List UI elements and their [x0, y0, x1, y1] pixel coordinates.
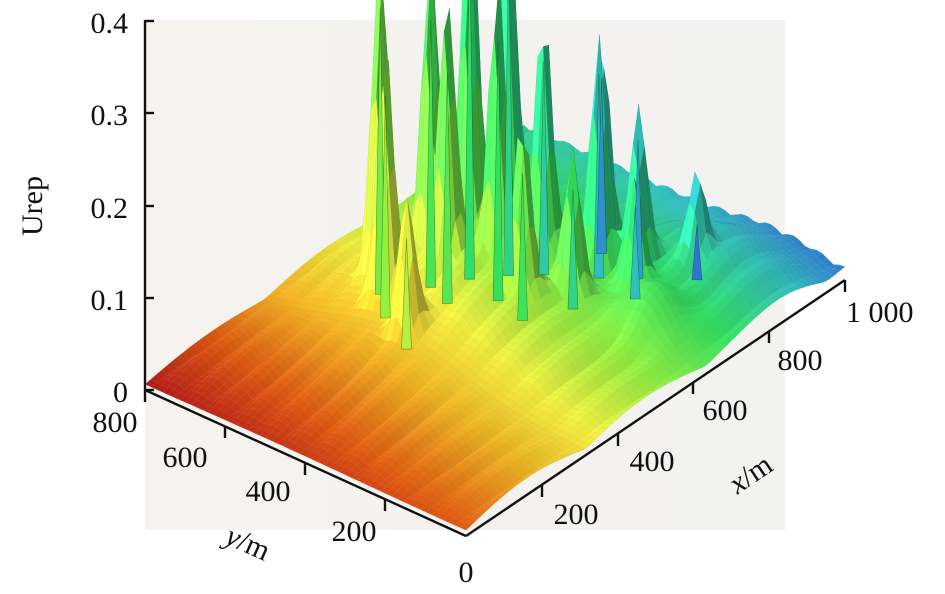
z-tick-label: 0.1	[91, 284, 129, 317]
y-tick-label: 800	[93, 406, 138, 439]
surface-facet	[759, 230, 772, 236]
surface-facet	[313, 260, 325, 268]
surface-facet	[771, 241, 784, 246]
z-tick-label: 0.2	[91, 192, 129, 225]
surface-facet	[559, 168, 572, 173]
x-tick-label: 200	[554, 498, 599, 531]
surface-facet	[736, 218, 749, 224]
z-tick-labels: 0 0.1 0.2 0.3 0.4	[91, 7, 129, 409]
origin-tick-label: 0	[459, 556, 474, 589]
y-tick-label: 200	[332, 515, 377, 548]
surface-facet	[743, 228, 756, 235]
surface-facet	[721, 222, 733, 224]
x-tick-label: 1 000	[846, 296, 914, 329]
surface-facet	[652, 213, 664, 217]
surface-facet	[816, 253, 829, 263]
surface-facet	[346, 245, 358, 257]
surface-facet	[760, 238, 773, 245]
surface-facet	[655, 185, 668, 191]
z-tick-label: 0.4	[91, 7, 129, 40]
x-tick-label: 800	[778, 344, 823, 377]
surface-facet	[420, 0, 430, 96]
surface-facet	[325, 273, 337, 283]
surface-facet	[730, 216, 743, 222]
z-tick-label: 0.3	[91, 99, 129, 132]
surface-facet	[770, 228, 783, 236]
surface-facet	[258, 305, 271, 310]
surface-facet	[616, 187, 629, 193]
y-tick-label: 400	[246, 475, 291, 508]
surface-facet	[336, 262, 348, 273]
z-axis-title: Urep	[16, 176, 49, 236]
surface-facet	[242, 315, 254, 322]
surface-facet	[308, 287, 321, 293]
surface-facet	[673, 199, 686, 206]
surface-facet	[671, 227, 683, 232]
x-tick-label: 600	[703, 394, 748, 427]
surface-facet	[473, 0, 483, 103]
surface-facet	[286, 287, 298, 294]
surface-facet	[724, 214, 737, 218]
x-tick-label: 400	[630, 445, 675, 478]
surface-layer	[144, 0, 846, 531]
surface-facet	[297, 297, 310, 304]
surface-facet	[754, 231, 766, 236]
surface-facet	[236, 311, 249, 322]
surface-facet	[776, 239, 789, 246]
y-tick-label: 600	[163, 441, 208, 474]
z-tick-label: 0	[113, 376, 128, 409]
surface-facet	[749, 234, 761, 239]
surface-facet	[656, 190, 668, 199]
surface-facet	[748, 228, 761, 233]
surface-facet	[742, 222, 755, 226]
surface-facet	[318, 260, 331, 269]
surface-facet	[771, 244, 784, 252]
surface-facet	[721, 223, 734, 229]
surface-facet	[755, 235, 767, 240]
surface-facet	[649, 189, 662, 243]
surface-facet	[765, 237, 778, 242]
surface-facet	[275, 308, 288, 316]
surface-facet	[760, 236, 772, 242]
surface-facet	[777, 250, 790, 256]
surface-facet	[331, 273, 343, 280]
surface-facet	[610, 165, 623, 231]
